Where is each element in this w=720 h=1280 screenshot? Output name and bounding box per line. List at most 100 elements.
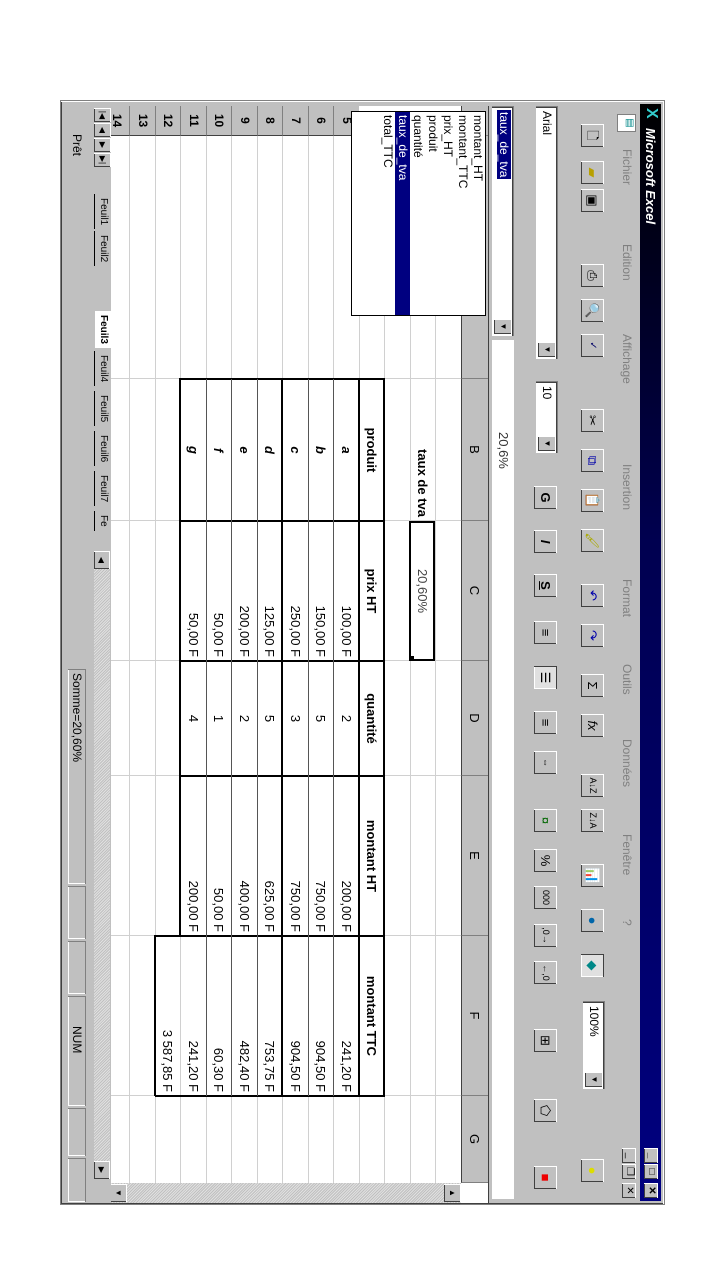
chevron-down-icon[interactable]: ▼ — [538, 342, 556, 357]
underline-button[interactable]: S — [534, 574, 557, 597]
menu-fichier[interactable]: Fichier — [620, 149, 634, 186]
name-box[interactable]: taux_de_tva ▼ — [492, 106, 514, 336]
menu-outils[interactable]: Outils — [620, 664, 634, 695]
column-header-b[interactable]: B — [461, 379, 488, 521]
decrease-decimal-icon[interactable]: ←,0 — [534, 961, 557, 984]
copy-icon[interactable]: ⧉ — [581, 449, 604, 472]
minimize-button[interactable]: _ — [644, 1148, 658, 1163]
borders-icon[interactable]: ⊞ — [534, 1029, 557, 1052]
row-header[interactable]: 7 — [282, 106, 308, 136]
row-header[interactable]: 13 — [129, 106, 155, 136]
doc-restore-button[interactable]: ❐ — [622, 1164, 636, 1179]
document-icon[interactable]: ▤ — [617, 114, 636, 132]
doc-minimize-button[interactable]: _ — [622, 1148, 636, 1163]
dropdown-scrollbar[interactable] — [352, 311, 485, 315]
column-header-c[interactable]: C — [461, 521, 488, 661]
menu-donnees[interactable]: Données — [620, 739, 634, 788]
chevron-down-icon[interactable]: ▼ — [494, 319, 512, 334]
drawing-icon[interactable]: ◆ — [581, 954, 604, 977]
print-preview-icon[interactable]: 🔍 — [581, 299, 604, 322]
close-button[interactable]: ✕ — [644, 1183, 658, 1198]
map-icon[interactable]: ● — [581, 909, 604, 932]
fill-color-icon[interactable]: ⬠ — [534, 1099, 557, 1122]
horizontal-scrollbar[interactable]: ◀ ▶ — [94, 551, 110, 1179]
format-painter-icon[interactable]: 🖌 — [581, 529, 604, 552]
merge-center-icon[interactable]: ⇔ — [534, 751, 557, 774]
scroll-right-icon[interactable]: ▶ — [94, 1161, 110, 1179]
sheet-tab-feuil4[interactable]: Feuil4 — [94, 351, 111, 387]
column-header-g[interactable]: G — [461, 1096, 488, 1183]
align-right-icon[interactable]: ≡ — [534, 711, 557, 734]
font-select[interactable]: Arial ▼ — [536, 106, 558, 359]
align-center-icon[interactable]: ☰ — [534, 666, 557, 689]
next-sheet-icon[interactable]: ▶ — [94, 138, 111, 152]
dropdown-item[interactable]: prix_HT — [441, 115, 455, 158]
first-sheet-icon[interactable]: |◀ — [94, 108, 111, 122]
sheet-tab-feuil5[interactable]: Feuil5 — [94, 391, 111, 427]
fill-handle[interactable] — [409, 656, 414, 661]
dropdown-item[interactable]: total_TTC — [381, 115, 395, 168]
row-header[interactable]: 6 — [308, 106, 334, 136]
row-header[interactable]: 10 — [206, 106, 232, 136]
row-header[interactable]: 11 — [180, 106, 206, 136]
sheet-tab-feuil2[interactable]: Feuil2 — [94, 231, 111, 267]
chevron-down-icon[interactable]: ▼ — [585, 1072, 603, 1087]
undo-icon[interactable]: ↶ — [581, 584, 604, 607]
paste-icon[interactable]: 📋 — [581, 489, 604, 512]
formula-input[interactable]: 20,6% — [492, 340, 514, 1199]
print-icon[interactable]: ⎙ — [581, 264, 604, 287]
sheet-tab-fe[interactable]: Fe — [94, 511, 111, 531]
doc-close-button[interactable]: ✕ — [622, 1183, 636, 1198]
sort-ascending-icon[interactable]: A↓Z — [581, 774, 604, 797]
sheet-tab-feuil1[interactable]: Feuil1 — [94, 194, 111, 230]
scroll-down-icon[interactable]: ▼ — [110, 1184, 127, 1202]
sheet-tab-feuil3[interactable]: Feuil3 — [95, 311, 111, 348]
sort-descending-icon[interactable]: Z↓A — [581, 809, 604, 832]
menu-affichage[interactable]: Affichage — [620, 334, 634, 384]
increase-decimal-icon[interactable]: ,0→ — [534, 924, 557, 947]
row-header[interactable]: 12 — [155, 106, 181, 136]
dropdown-item[interactable]: montant_HT — [471, 115, 485, 182]
menu-format[interactable]: Format — [620, 579, 634, 618]
scroll-left-icon[interactable]: ◀ — [94, 551, 110, 569]
menu-edition[interactable]: Edition — [620, 244, 634, 281]
menu-fenetre[interactable]: Fenêtre — [620, 834, 634, 876]
dropdown-item[interactable]: quantité — [411, 115, 425, 158]
thousands-button[interactable]: 000 — [534, 886, 557, 909]
italic-button[interactable]: I — [534, 530, 557, 553]
chart-wizard-icon[interactable]: 📊 — [581, 864, 604, 887]
open-icon[interactable]: ▰ — [581, 161, 604, 184]
save-icon[interactable]: ▣ — [581, 189, 604, 212]
cut-icon[interactable]: ✂ — [581, 409, 604, 432]
autosum-icon[interactable]: Σ — [581, 674, 604, 697]
sheet-tab-feuil7[interactable]: Feuil7 — [94, 471, 111, 507]
vertical-scrollbar[interactable]: ▲ ▼ — [110, 1183, 461, 1203]
prev-sheet-icon[interactable]: ◀ — [94, 123, 111, 137]
chevron-down-icon[interactable]: ▼ — [538, 436, 556, 451]
spelling-icon[interactable]: ✓ — [581, 334, 604, 357]
dropdown-item[interactable]: montant_TTC — [456, 115, 470, 189]
row-header[interactable]: 8 — [257, 106, 283, 136]
menu-help[interactable]: ? — [620, 919, 634, 926]
row-header[interactable]: 9 — [231, 106, 257, 136]
bold-button[interactable]: G — [534, 486, 557, 509]
currency-icon[interactable]: ¤ — [534, 809, 557, 832]
percent-button[interactable]: % — [534, 849, 557, 872]
align-left-icon[interactable]: ≡ — [534, 621, 557, 644]
column-header-f[interactable]: F — [461, 936, 488, 1096]
dropdown-item[interactable]: taux_de_tva — [395, 112, 410, 315]
font-size-select[interactable]: 10 ▼ — [536, 381, 558, 453]
sheet-tab-feuil6[interactable]: Feuil6 — [94, 431, 111, 467]
redo-icon[interactable]: ↷ — [581, 624, 604, 647]
maximize-button[interactable]: □ — [644, 1164, 658, 1179]
font-color-icon[interactable]: ■ — [534, 1166, 557, 1189]
function-icon[interactable]: fx — [581, 714, 604, 737]
column-header-e[interactable]: E — [461, 776, 488, 936]
column-header-d[interactable]: D — [461, 661, 488, 776]
new-icon[interactable]: 🗋 — [581, 124, 604, 147]
menu-insertion[interactable]: Insertion — [620, 464, 634, 511]
help-bulb-icon[interactable]: ● — [581, 1159, 604, 1182]
zoom-select[interactable]: 100% ▼ — [583, 1001, 605, 1089]
scroll-up-icon[interactable]: ▲ — [444, 1184, 461, 1202]
dropdown-item[interactable]: produit — [426, 115, 440, 152]
